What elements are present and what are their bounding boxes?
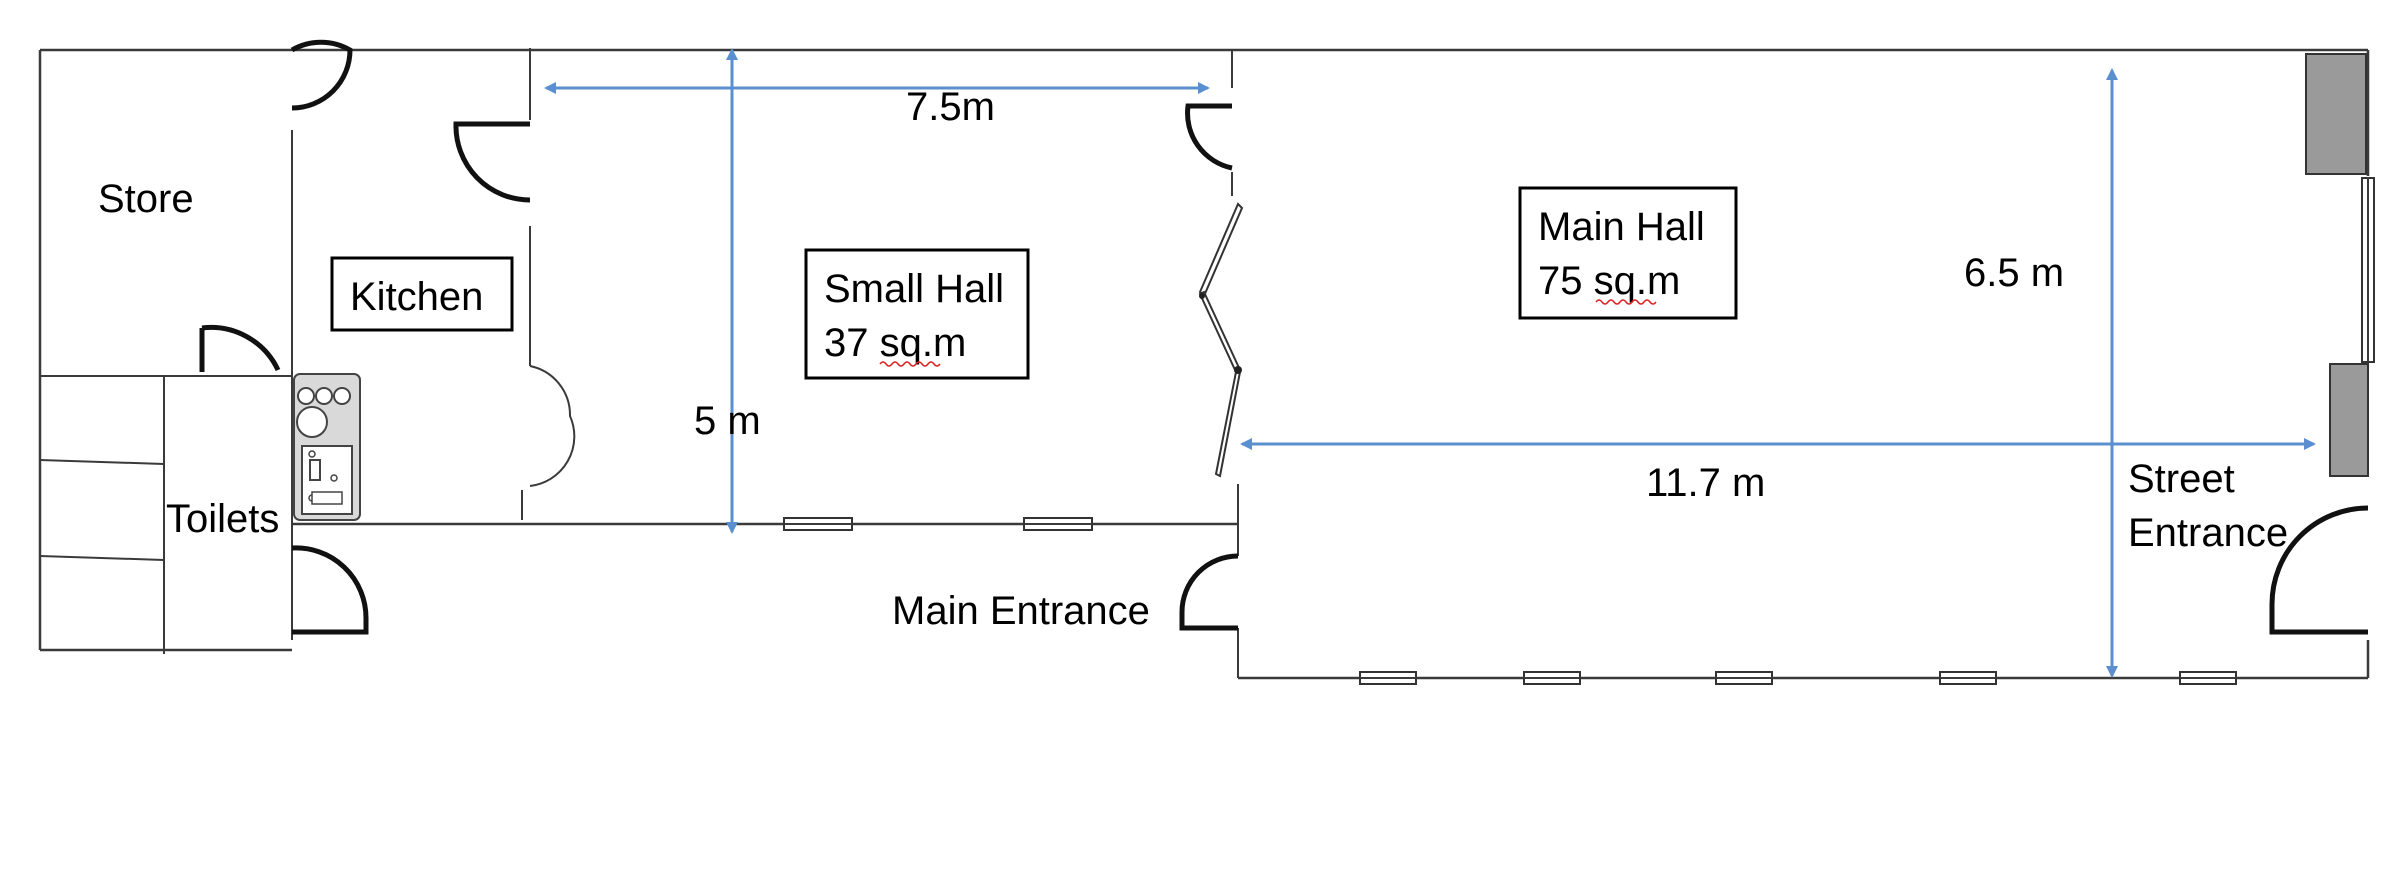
- main-entrance-label: Main Entrance: [892, 589, 1150, 633]
- doors: [199, 39, 2369, 635]
- main-hall-name: Main Hall: [1538, 205, 1705, 249]
- kitchen-door-lower: [529, 365, 576, 487]
- small-hall-label-box: [804, 248, 1030, 380]
- main-hall-area: 75 sq.m: [1538, 259, 1680, 303]
- main-entrance-door: [1179, 553, 1239, 631]
- main-hall-label-box: [1518, 186, 1738, 320]
- kitchen-door-top: [453, 121, 531, 203]
- kitchen-label-box: [330, 256, 514, 332]
- kitchen-label: Kitchen: [350, 275, 483, 319]
- toilet-door-upper: [201, 324, 281, 372]
- toilet-door-lower: [291, 545, 369, 635]
- folding-partition: [1198, 202, 1244, 478]
- walls: [38, 48, 2370, 680]
- dimension-lines: [544, 48, 2316, 678]
- burner-icon: [333, 387, 351, 405]
- burner-icon: [297, 387, 315, 405]
- toilets-label: Toilets: [166, 497, 279, 541]
- windows: [783, 517, 2237, 685]
- small-hall-width-label: 7.5m: [906, 85, 995, 129]
- spellcheck-underline: [1595, 299, 1657, 305]
- spellcheck-underline: [879, 361, 941, 367]
- store-door: [290, 39, 353, 111]
- small-hall-area: 37 sq.m: [824, 321, 966, 365]
- small-hall-depth-label: 5 m: [694, 399, 761, 443]
- main-hall-width-label: 11.7 m: [1646, 461, 1765, 505]
- street-panel-upper: [2305, 53, 2367, 175]
- street-entrance-label-line2: Entrance: [2128, 511, 2288, 555]
- street-panel-lower: [2329, 363, 2369, 477]
- burner-icon: [315, 387, 333, 405]
- street-entrance-door: [2269, 505, 2369, 635]
- stove-and-sink: [293, 373, 361, 521]
- street-entrance-label-line1: Street: [2128, 457, 2235, 501]
- store-label: Store: [98, 177, 194, 221]
- small-hall-right-door: [1185, 103, 1233, 171]
- main-hall-depth-label: 6.5 m: [1964, 251, 2064, 295]
- burner-icon: [296, 406, 328, 438]
- small-hall-name: Small Hall: [824, 267, 1004, 311]
- street-frontage: [2305, 53, 2375, 477]
